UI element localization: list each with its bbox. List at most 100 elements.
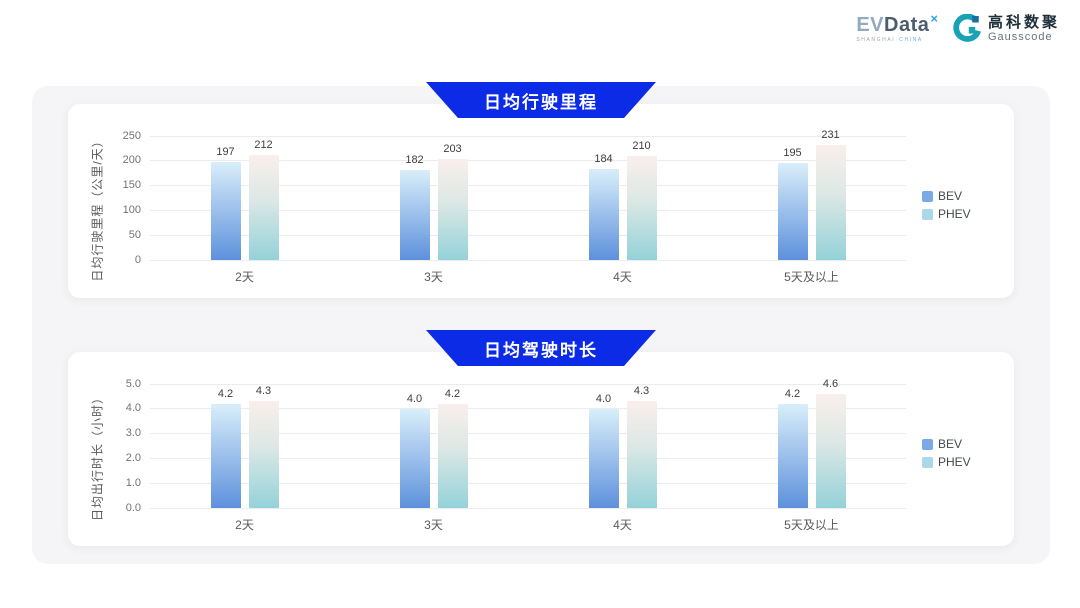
bar-value-label: 4.3 — [255, 385, 272, 398]
bar-value-label: 203 — [443, 143, 462, 156]
y-tick-label: 2.0 — [125, 451, 141, 464]
gridline: 200 — [123, 154, 906, 166]
bar-bev: 182 — [399, 154, 430, 260]
evdata-logo: EV Data × SHANGHAI CHINA — [856, 12, 938, 43]
evdata-subtitle-china: CHINA — [899, 37, 923, 43]
legend-item-phev[interactable]: PHEV — [922, 455, 1010, 469]
bar-bev: 4.2 — [210, 388, 241, 508]
legend-label: BEV — [938, 189, 963, 203]
y-tick-label: 150 — [122, 179, 141, 192]
chart-card-mileage: 日均行驶里程（公里/天） 0 50 100 150 200 250 197 212 182 203… — [68, 104, 1014, 298]
x-category-label: 4天 — [613, 518, 632, 532]
bar-chart-duration: 日均出行时长（小时） 0.0 1.0 2.0 3.0 4.0 5.0 4.2 4.3 4.0 4.… — [68, 352, 1014, 546]
charts-panel: 日均行驶里程 日均行驶里程（公里/天） 0 50 100 150 200 250 197 21… — [32, 86, 1050, 564]
chart-banner-mileage: 日均行驶里程 — [426, 82, 656, 118]
y-tick-label: 50 — [128, 228, 141, 241]
gridline: 50 — [129, 229, 906, 241]
y-tick-label: 3.0 — [125, 427, 141, 440]
bar-group: 184 210 — [588, 136, 657, 260]
plot-area: 0 50 100 150 200 250 197 212 182 203 184 210 195 231 — [123, 129, 906, 266]
header-logos: EV Data × SHANGHAI CHINA 高科数聚 Gausscode — [856, 12, 1060, 44]
bar-group: 197 212 — [210, 136, 279, 260]
x-category-label: 5天及以上 — [784, 518, 839, 532]
gridline: 250 — [123, 130, 906, 142]
bar-value-label: 4.6 — [822, 377, 839, 390]
legend: BEV PHEV — [906, 136, 1010, 292]
y-axis-title: 日均出行时长（小时） — [86, 384, 108, 540]
y-tick-label: 250 — [122, 129, 141, 142]
legend-item-bev[interactable]: BEV — [922, 189, 1010, 203]
chart-banner-duration: 日均驾驶时长 — [426, 330, 656, 366]
y-tick-label: 4.0 — [125, 402, 141, 415]
bar-value-label: 4.3 — [633, 385, 650, 398]
evdata-subtitle-shanghai: SHANGHAI — [856, 37, 896, 43]
gridline: 4.0 — [126, 402, 906, 414]
y-tick-label: 0 — [134, 253, 141, 266]
bar-groups: 4.2 4.3 4.0 4.2 4.0 4.3 4.2 4.6 — [150, 378, 906, 508]
gausscode-logo: 高科数聚 Gausscode — [952, 14, 1060, 44]
y-tick-label: 200 — [122, 154, 141, 167]
evdata-ev-text: EV — [856, 14, 885, 36]
bar-group: 4.0 4.2 — [399, 384, 468, 508]
legend-swatch-phev — [922, 456, 933, 468]
legend: BEV PHEV — [906, 384, 1010, 540]
bar-phev: 212 — [248, 139, 279, 260]
gausscode-texts: 高科数聚 Gausscode — [988, 14, 1060, 44]
bar-value-label: 195 — [783, 147, 802, 160]
legend-item-bev[interactable]: BEV — [922, 437, 1010, 451]
plot-area: 0.0 1.0 2.0 3.0 4.0 5.0 4.2 4.3 4.0 4.2 4.0 4.3 4.2 4… — [126, 378, 906, 514]
x-category-label: 2天 — [235, 518, 254, 532]
x-category-label: 5天及以上 — [784, 270, 839, 284]
x-category-label: 3天 — [424, 270, 443, 284]
legend-label: PHEV — [938, 207, 971, 221]
bar-value-label: 4.2 — [784, 387, 801, 400]
plot-column: 0 50 100 150 200 250 197 212 182 203 184 210 195 231 … — [123, 129, 906, 292]
bar-value-label: 4.2 — [444, 387, 461, 400]
x-axis-labels: 2天 3天 4天 5天及以上 — [150, 260, 906, 285]
gridline: 3.0 — [126, 427, 906, 439]
legend-swatch-bev — [922, 438, 933, 450]
bar-group: 195 231 — [777, 129, 846, 260]
gausscode-cn-text: 高科数聚 — [987, 14, 1060, 32]
bar-value-label: 197 — [216, 146, 235, 159]
gausscode-en-text: Gausscode — [987, 31, 1053, 44]
bar-chart-mileage: 日均行驶里程（公里/天） 0 50 100 150 200 250 197 212 182 203… — [68, 104, 1014, 298]
bar-bev: 195 — [777, 147, 808, 260]
bar-phev: 4.6 — [815, 378, 846, 508]
legend-item-phev[interactable]: PHEV — [922, 207, 1010, 221]
bar-phev: 210 — [626, 140, 657, 260]
bar-value-label: 4.2 — [217, 387, 234, 400]
bar-bev: 184 — [588, 153, 619, 260]
bar-groups: 197 212 182 203 184 210 195 231 — [150, 129, 906, 260]
legend-swatch-phev — [922, 208, 933, 220]
legend-label: PHEV — [938, 455, 971, 469]
bar-group: 4.0 4.3 — [588, 384, 657, 508]
bar-bev: 4.0 — [588, 393, 619, 508]
bar-bev: 4.2 — [777, 388, 808, 508]
bar-value-label: 4.0 — [595, 392, 612, 405]
plot-column: 0.0 1.0 2.0 3.0 4.0 5.0 4.2 4.3 4.0 4.2 4.0 4.3 4.2 4… — [126, 378, 906, 540]
bar-group: 182 203 — [399, 136, 468, 260]
gridline: 0.0 — [126, 502, 906, 514]
bar-value-label: 231 — [821, 129, 840, 142]
mileage-section: 日均行驶里程 日均行驶里程（公里/天） 0 50 100 150 200 250 197 21… — [68, 86, 1014, 298]
bar-value-label: 210 — [632, 139, 651, 152]
bar-phev: 4.2 — [437, 388, 468, 508]
chart-title: 日均行驶里程 — [484, 92, 598, 112]
gridline: 2.0 — [126, 452, 906, 464]
bar-group: 4.2 4.6 — [777, 378, 846, 508]
y-axis-title-text: 日均出行时长（小时） — [90, 390, 105, 521]
legend-swatch-bev — [922, 190, 933, 202]
bar-value-label: 182 — [405, 153, 424, 166]
duration-section: 日均驾驶时长 日均出行时长（小时） 0.0 1.0 2.0 3.0 4.0 5.0 4.2 4… — [68, 298, 1014, 546]
gausscode-g-icon — [953, 14, 981, 42]
y-tick-label: 1.0 — [125, 476, 141, 489]
x-axis-labels: 2天 3天 4天 5天及以上 — [150, 508, 906, 533]
evdata-wordmark: EV Data × — [856, 12, 938, 36]
bar-value-label: 212 — [254, 138, 273, 151]
chart-card-duration: 日均出行时长（小时） 0.0 1.0 2.0 3.0 4.0 5.0 4.2 4.3 4.0 4.… — [68, 352, 1014, 546]
x-category-label: 3天 — [424, 518, 443, 532]
evdata-subtitle: SHANGHAI CHINA — [856, 38, 922, 43]
bar-phev: 231 — [815, 129, 846, 260]
bar-phev: 203 — [437, 143, 468, 260]
